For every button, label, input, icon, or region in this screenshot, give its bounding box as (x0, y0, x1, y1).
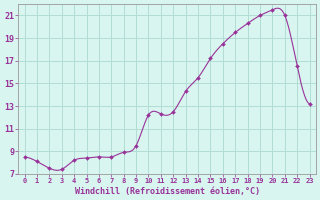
X-axis label: Windchill (Refroidissement éolien,°C): Windchill (Refroidissement éolien,°C) (75, 187, 260, 196)
